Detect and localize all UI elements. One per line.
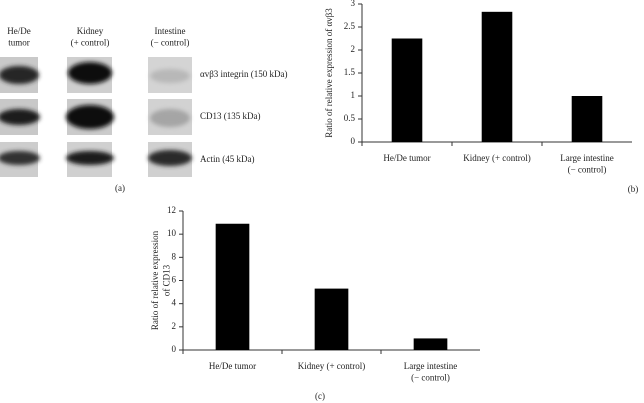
y-tick-label: 1 <box>351 90 356 100</box>
blot-row-label: αvβ3 integrin (150 kDa) <box>200 69 288 79</box>
panel-caption: (b) <box>628 184 639 194</box>
y-tick-label: 10 <box>167 228 177 238</box>
y-axis-label: Ratio of relative expression of CD13 <box>150 230 172 330</box>
x-tick-label: Kidney (+ control) <box>463 153 531 163</box>
panel-caption: (c) <box>315 391 325 401</box>
x-tick-label: He/De tumor <box>209 361 256 371</box>
y-tick-label: 12 <box>167 205 176 215</box>
bar <box>571 96 603 142</box>
y-axis-label: Ratio of relative expression of αvβ3 <box>324 8 334 138</box>
blot-column-label: He/De tumor <box>7 26 31 48</box>
x-tick-label: Kidney (+ control) <box>298 361 366 371</box>
blot-column-label: Kidney (+ control) <box>71 26 110 48</box>
x-tick-label: He/De tumor <box>383 153 430 163</box>
y-tick-label: 0.5 <box>344 113 356 123</box>
y-tick-label: 4 <box>172 298 177 308</box>
blot-images <box>0 57 192 177</box>
bar <box>215 223 250 350</box>
y-tick-label: 8 <box>172 251 177 261</box>
y-tick-label: 0 <box>172 344 177 354</box>
blot-row-label: Actin (45 kDa) <box>200 154 254 164</box>
y-tick-label: 3 <box>351 0 356 8</box>
panel-caption: (a) <box>115 183 125 193</box>
bar <box>481 11 513 142</box>
bar <box>413 338 448 350</box>
x-tick-label: Large intestine (− control) <box>560 153 614 175</box>
y-tick-label: 2 <box>351 44 356 54</box>
y-tick-label: 2.5 <box>344 21 356 31</box>
y-tick-label: 1.5 <box>344 67 356 77</box>
blot-row-label: CD13 (135 kDa) <box>200 111 261 121</box>
y-tick-label: 0 <box>351 136 356 146</box>
x-tick-label: Large intestine (− control) <box>404 361 458 383</box>
bar <box>314 288 349 350</box>
y-tick-label: 6 <box>172 275 177 285</box>
y-tick-label: 2 <box>172 321 177 331</box>
blot-column-label: Intestine (− control) <box>151 26 190 48</box>
bar <box>391 38 423 142</box>
